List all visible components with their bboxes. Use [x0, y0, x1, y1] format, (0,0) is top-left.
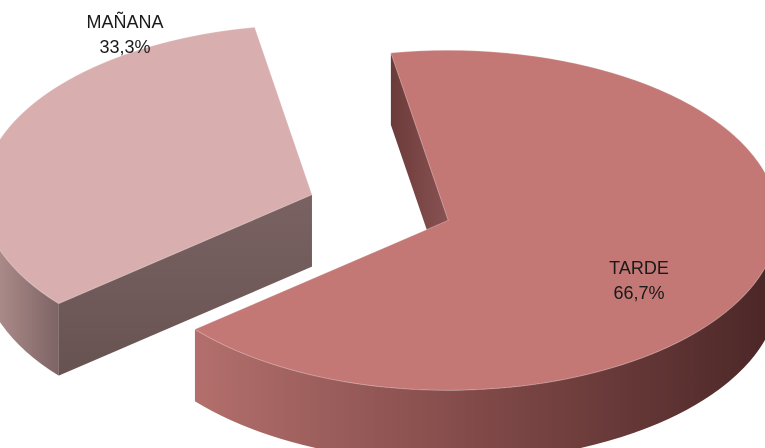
- pie-slice-side: [194, 267, 765, 448]
- slice-label-tarde: TARDE 66,7%: [574, 256, 704, 306]
- pie-slice-side: [0, 249, 59, 376]
- pie-slice-top: [193, 49, 765, 391]
- slice-name-tarde: TARDE: [609, 258, 669, 278]
- slice-value-tarde: 66,7%: [613, 283, 665, 303]
- pie-slice-tarde: [193, 49, 765, 448]
- slice-name-manana: MAÑANA: [86, 12, 164, 32]
- slice-value-manana: 33,3%: [99, 37, 151, 57]
- pie-slice-maana: [0, 26, 313, 376]
- pie-slice-inner-face: [58, 194, 312, 376]
- pie-slice-top: [0, 26, 313, 305]
- slice-label-manana: MAÑANA 33,3%: [60, 10, 190, 60]
